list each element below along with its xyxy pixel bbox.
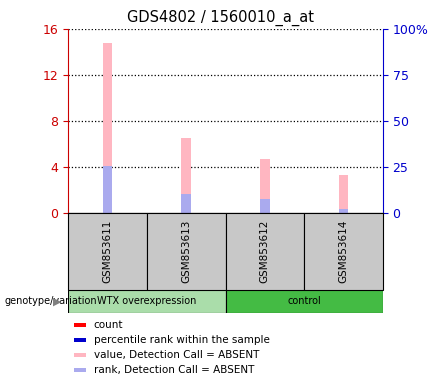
Bar bbox=[103, 43, 112, 213]
Bar bbox=[260, 159, 270, 213]
Text: GSM853614: GSM853614 bbox=[338, 220, 348, 283]
Bar bbox=[74, 368, 86, 372]
Bar bbox=[74, 323, 86, 327]
Text: percentile rank within the sample: percentile rank within the sample bbox=[94, 335, 270, 345]
Bar bbox=[226, 290, 383, 313]
Text: rank, Detection Call = ABSENT: rank, Detection Call = ABSENT bbox=[94, 365, 254, 375]
Bar bbox=[74, 338, 86, 342]
Text: count: count bbox=[94, 320, 123, 330]
Text: GSM853613: GSM853613 bbox=[181, 220, 191, 283]
Bar bbox=[74, 353, 86, 357]
Text: control: control bbox=[287, 296, 321, 306]
Bar bbox=[339, 209, 348, 213]
Bar bbox=[181, 138, 191, 213]
Bar bbox=[181, 194, 191, 213]
Text: GDS4802 / 1560010_a_at: GDS4802 / 1560010_a_at bbox=[127, 10, 313, 26]
Text: value, Detection Call = ABSENT: value, Detection Call = ABSENT bbox=[94, 349, 259, 360]
Bar bbox=[260, 199, 270, 213]
Bar bbox=[68, 290, 226, 313]
Bar bbox=[339, 175, 348, 213]
Bar bbox=[68, 213, 147, 290]
Bar bbox=[304, 213, 383, 290]
Text: WTX overexpression: WTX overexpression bbox=[97, 296, 197, 306]
Text: ▶: ▶ bbox=[53, 296, 62, 306]
Text: GSM853612: GSM853612 bbox=[260, 220, 270, 283]
Bar bbox=[103, 166, 112, 213]
Bar bbox=[147, 213, 226, 290]
Bar bbox=[226, 213, 304, 290]
Text: genotype/variation: genotype/variation bbox=[4, 296, 97, 306]
Text: GSM853611: GSM853611 bbox=[103, 220, 113, 283]
